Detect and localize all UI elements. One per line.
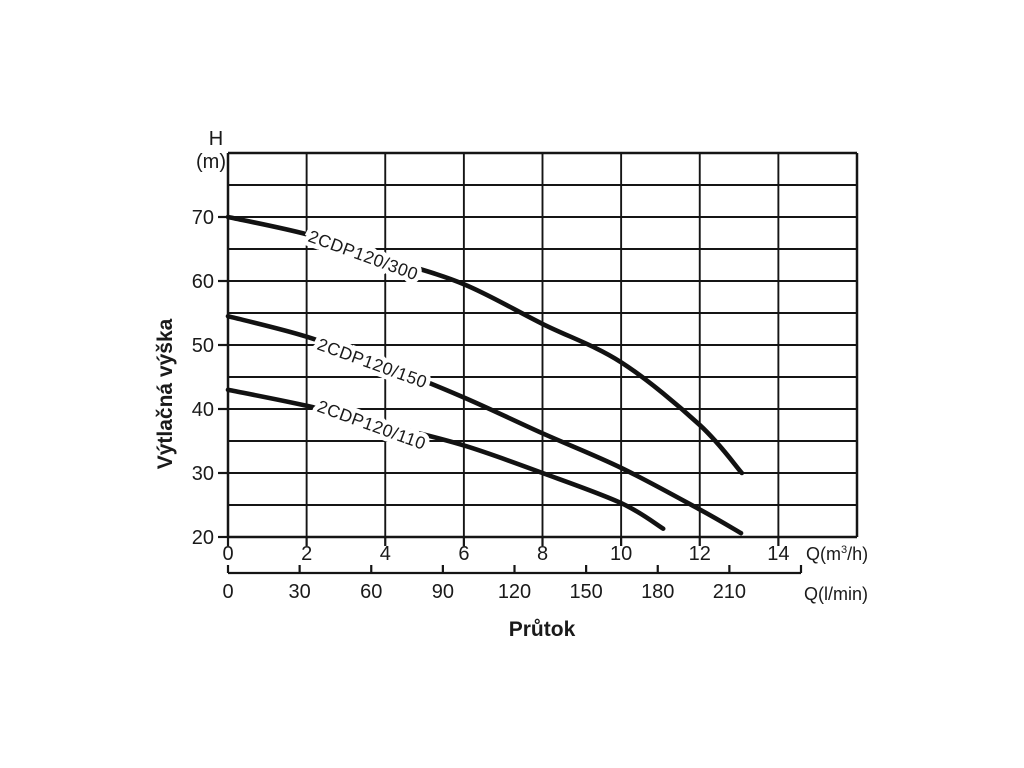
x-tick-label-lmin: 0	[222, 581, 233, 603]
x-tick-label-m3h: 2	[301, 543, 312, 565]
x-tick-label-m3h: 14	[767, 543, 789, 565]
curve-2CDP120-110	[225, 387, 666, 531]
x-tick-label-m3h: 6	[458, 543, 469, 565]
unit-m3h-suffix: /h)	[847, 544, 869, 564]
x-tick-label-lmin: 30	[289, 581, 311, 603]
curve-label-2CDP120-110: 2CDP120/110	[315, 396, 429, 454]
x-tick-label-lmin: 180	[641, 581, 674, 603]
x-tick-label-m3h: 12	[689, 543, 711, 565]
y-tick-label: 60	[192, 271, 214, 293]
x-tick-label-lmin: 210	[713, 581, 746, 603]
unit-m3h-sup: 3	[841, 544, 848, 556]
x-axis-title: Průtok	[508, 618, 576, 641]
curve-2CDP120-150	[225, 313, 744, 536]
x-tick-label-m3h: 4	[380, 543, 391, 565]
x-axis-unit-lmin: Q(l/min)	[804, 584, 868, 604]
y-tick-label: 40	[192, 399, 214, 421]
unit-m3h-prefix: Q(m	[806, 544, 841, 564]
y-tick-label: 50	[192, 335, 214, 357]
x-tick-label-lmin: 60	[360, 581, 382, 603]
x-tick-label-lmin: 120	[498, 581, 531, 603]
y-tick-label: 30	[192, 463, 214, 485]
x-tick-label-m3h: 10	[610, 543, 632, 565]
curve-2CDP120-300	[225, 214, 745, 476]
x-tick-label-lmin: 150	[569, 581, 602, 603]
y-axis-unit: (m)	[196, 151, 226, 173]
y-tick-label: 70	[192, 207, 214, 229]
x-axis-unit-m3h: Q(m3/h)	[806, 544, 868, 565]
y-tick-label: 20	[192, 527, 214, 549]
x-tick-label-m3h: 8	[537, 543, 548, 565]
y-axis-symbol: H	[208, 128, 224, 150]
x-tick-label-lmin: 90	[432, 581, 454, 603]
y-axis-title: Výtlačná výška	[154, 318, 177, 470]
curve-label-2CDP120-150: 2CDP120/150	[315, 334, 430, 392]
curve-label-2CDP120-300: 2CDP120/300	[306, 226, 421, 284]
x-tick-label-m3h: 0	[222, 543, 233, 565]
